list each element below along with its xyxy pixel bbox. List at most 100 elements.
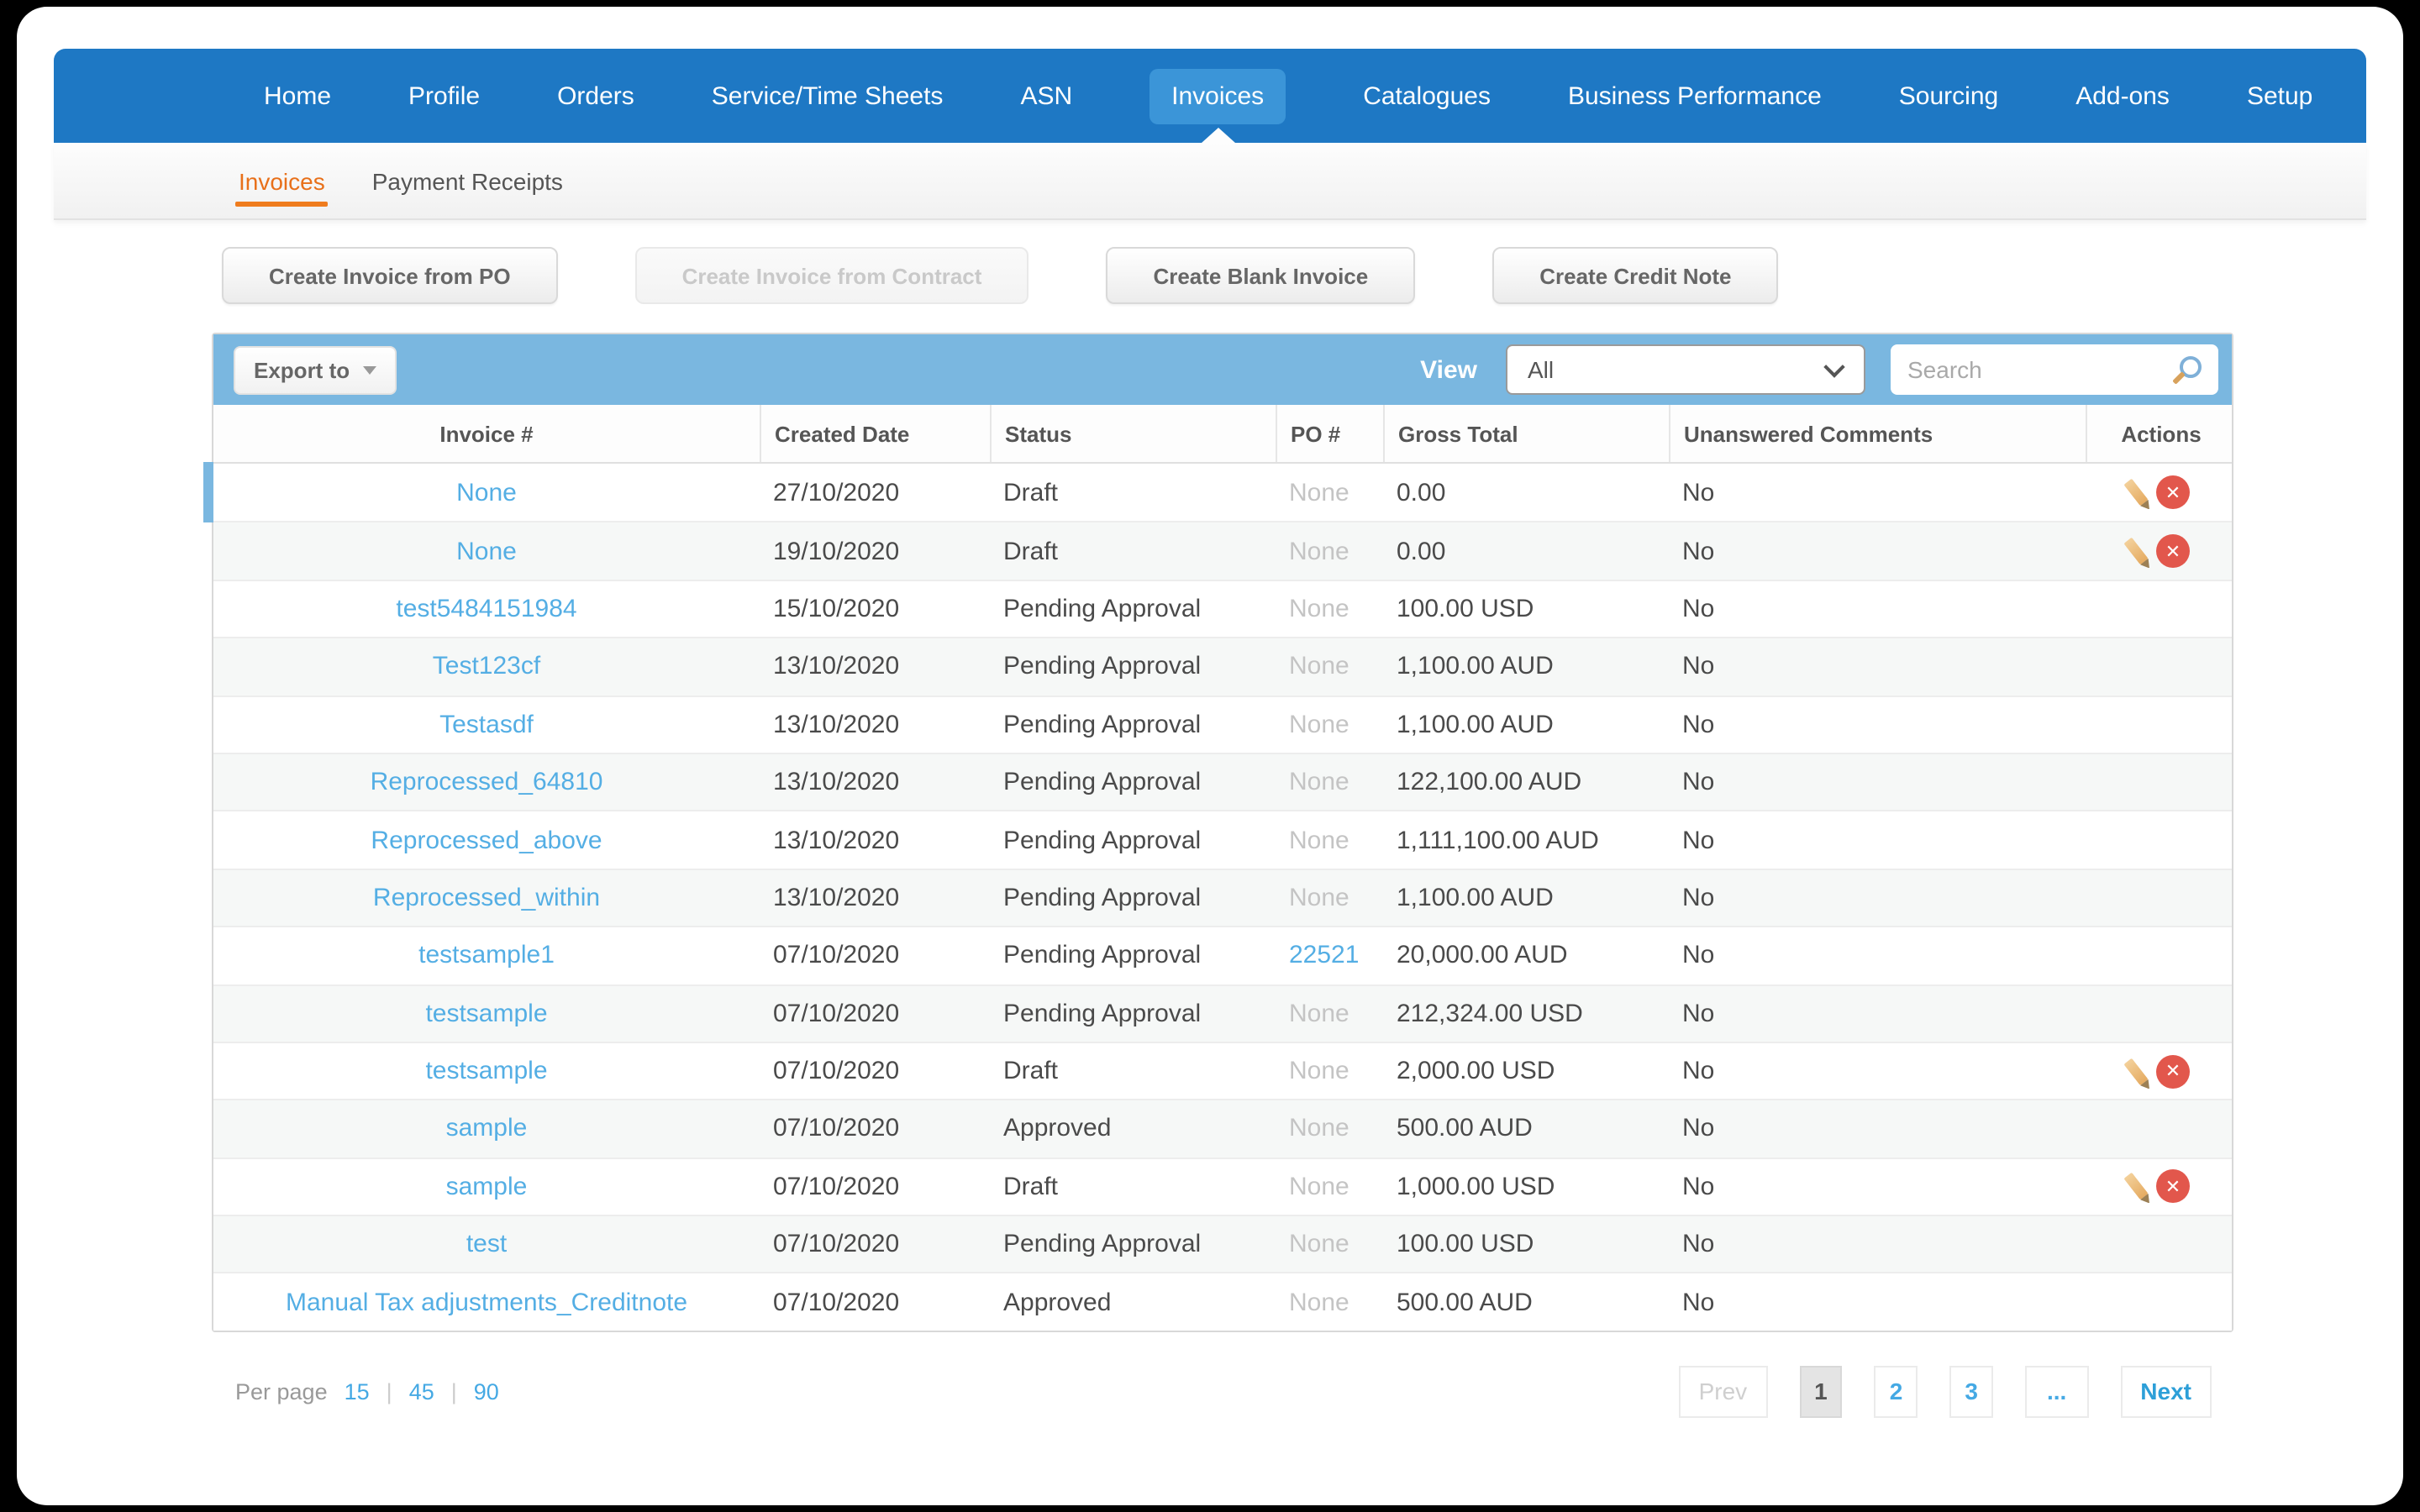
invoice-link[interactable]: sample — [445, 1172, 528, 1201]
col-header-unanswered-comments: Unanswered Comments — [1669, 405, 2086, 462]
invoice-link[interactable]: test — [466, 1230, 508, 1259]
invoice-link[interactable]: Testasdf — [439, 710, 534, 739]
subtab-payment-receipts[interactable]: Payment Receipts — [371, 167, 563, 194]
invoice-link[interactable]: testsample1 — [418, 941, 555, 970]
po-none-text: None — [1289, 594, 1349, 623]
nav-item-add-ons[interactable]: Add-ons — [2075, 81, 2170, 110]
nav-item-business-performance[interactable]: Business Performance — [1567, 81, 1822, 110]
created-date-cell: 19/10/2020 — [773, 537, 900, 566]
per-page-option-90[interactable]: 90 — [473, 1378, 499, 1404]
table-row: sample 07/10/2020 Approved None 500.00 AUD No — [213, 1099, 2232, 1158]
status-cell: Draft — [1003, 1172, 1059, 1201]
delete-x-icon[interactable]: ✕ — [2156, 1054, 2190, 1089]
page-button-3[interactable]: 3 — [1949, 1365, 1993, 1418]
created-date-cell: 07/10/2020 — [773, 941, 900, 970]
col-header-created-date: Created Date — [760, 405, 990, 462]
edit-pencil-icon[interactable] — [2123, 1173, 2149, 1201]
view-select-value: All — [1528, 356, 1555, 383]
gross-total-cell: 20,000.00 AUD — [1397, 941, 1568, 970]
search-input[interactable] — [1907, 356, 2173, 383]
prev-page-button[interactable]: Prev — [1678, 1365, 1768, 1418]
create-credit-note-button[interactable]: Create Credit Note — [1492, 247, 1779, 304]
po-none-text: None — [1289, 826, 1349, 855]
table-row: None 27/10/2020 Draft None 0.00 No ✕ — [203, 461, 2232, 524]
nav-item-setup[interactable]: Setup — [2246, 81, 2313, 110]
invoice-link[interactable]: testsample — [425, 1057, 548, 1086]
invoice-link[interactable]: Reprocessed_above — [371, 826, 602, 855]
created-date-cell: 07/10/2020 — [773, 1114, 900, 1143]
gross-total-cell: 1,111,100.00 AUD — [1397, 826, 1599, 855]
actions-cell: ✕ — [2086, 1169, 2235, 1204]
invoice-link[interactable]: Manual Tax adjustments_Creditnote — [285, 1288, 688, 1317]
status-cell: Approved — [1003, 1114, 1112, 1143]
status-cell: Draft — [1003, 537, 1059, 566]
create-invoice-from-po-button[interactable]: Create Invoice from PO — [222, 247, 558, 304]
nav-item-orders[interactable]: Orders — [557, 81, 634, 110]
gross-total-cell: 1,100.00 AUD — [1397, 652, 1554, 681]
nav-item-invoices[interactable]: Invoices — [1150, 68, 1286, 123]
invoice-cell: testsample — [213, 999, 760, 1027]
po-cell: None — [1276, 884, 1383, 912]
created-date-cell: 13/10/2020 — [773, 710, 900, 739]
invoice-link[interactable]: None — [456, 537, 517, 566]
invoice-link[interactable]: test5484151984 — [396, 594, 577, 623]
unanswered-comments-cell: No — [1682, 1172, 1715, 1201]
subtab-invoices[interactable]: Invoices — [234, 143, 329, 218]
create-invoice-from-contract-button[interactable]: Create Invoice from Contract — [634, 247, 1029, 304]
po-cell: None — [1276, 999, 1383, 1027]
nav-item-sourcing[interactable]: Sourcing — [1898, 81, 1999, 110]
invoice-link[interactable]: sample — [445, 1114, 528, 1143]
po-none-text: None — [1289, 1172, 1349, 1201]
edit-pencil-icon[interactable] — [2123, 1057, 2149, 1085]
nav-item-home[interactable]: Home — [264, 81, 332, 110]
invoice-cell: Reprocessed_within — [213, 884, 760, 912]
nav-item-catalogues[interactable]: Catalogues — [1363, 81, 1491, 110]
page-button-2[interactable]: 2 — [1874, 1365, 1918, 1418]
invoice-link[interactable]: Reprocessed_64810 — [370, 768, 603, 797]
po-cell: None — [1276, 826, 1383, 854]
invoice-link[interactable]: Reprocessed_within — [372, 883, 601, 912]
unanswered-comments-cell: No — [1682, 826, 1715, 855]
invoice-cell: testsample1 — [213, 942, 760, 970]
sub-nav: Invoices Payment Receipts — [54, 128, 2366, 220]
invoice-link[interactable]: Test123cf — [432, 652, 541, 681]
delete-x-icon[interactable]: ✕ — [2156, 475, 2190, 510]
search-icon[interactable] — [2173, 354, 2203, 386]
gross-total-cell: 1,000.00 USD — [1397, 1172, 1555, 1201]
export-to-button[interactable]: Export to — [234, 345, 397, 394]
nav-item-asn[interactable]: ASN — [1020, 81, 1073, 110]
status-cell: Pending Approval — [1003, 710, 1202, 739]
edit-pencil-icon[interactable] — [2123, 537, 2149, 565]
delete-x-icon[interactable]: ✕ — [2156, 534, 2190, 569]
per-page-label: Per page — [235, 1378, 328, 1404]
invoice-link[interactable]: testsample — [425, 999, 548, 1028]
next-page-button[interactable]: Next — [2120, 1365, 2212, 1418]
table-row: Test123cf 13/10/2020 Pending Approval None 1… — [213, 637, 2232, 696]
invoice-link[interactable]: None — [456, 478, 517, 507]
per-page-option-45[interactable]: 45 — [408, 1378, 434, 1404]
invoice-cell: Manual Tax adjustments_Creditnote — [213, 1288, 760, 1316]
table-row: testsample 07/10/2020 Draft None 2,000.00 US… — [213, 1041, 2232, 1100]
po-link[interactable]: 22521 — [1289, 941, 1360, 970]
nav-item-service-time-sheets[interactable]: Service/Time Sheets — [711, 81, 944, 110]
po-none-text: None — [1289, 883, 1349, 912]
per-page-option-15[interactable]: 15 — [344, 1378, 370, 1404]
pages-ellipsis[interactable]: ... — [2024, 1365, 2089, 1418]
unanswered-comments-cell: No — [1682, 1230, 1715, 1259]
chevron-down-icon — [1823, 356, 1845, 378]
page-button-1[interactable]: 1 — [1799, 1365, 1843, 1418]
po-cell: None — [1276, 768, 1383, 796]
edit-pencil-icon[interactable] — [2123, 479, 2149, 507]
view-select[interactable]: All — [1506, 344, 1865, 395]
invoice-cell: Test123cf — [213, 653, 760, 681]
nav-item-profile[interactable]: Profile — [408, 81, 481, 110]
delete-x-icon[interactable]: ✕ — [2156, 1169, 2190, 1204]
per-page-divider: | — [450, 1378, 457, 1404]
table-toolbar: Export to View All — [213, 334, 2232, 405]
po-cell: None — [1276, 1288, 1383, 1316]
po-none-text: None — [1289, 1057, 1349, 1086]
table-row: testsample 07/10/2020 Pending Approval None… — [213, 984, 2232, 1042]
po-cell: None — [1276, 1115, 1383, 1143]
status-cell: Draft — [1003, 478, 1059, 507]
create-blank-invoice-button[interactable]: Create Blank Invoice — [1106, 247, 1416, 304]
